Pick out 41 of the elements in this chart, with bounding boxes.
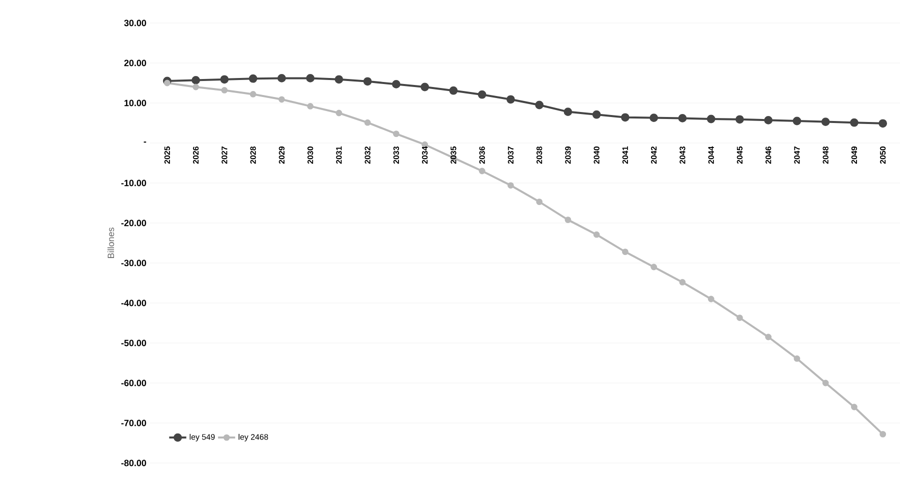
legend-label: ley 2468: [238, 434, 268, 442]
y-axis-title: Billones: [107, 228, 114, 258]
x-tick-label: 2041: [622, 146, 628, 164]
y-tick-label: -: [144, 142, 146, 143]
y-tick-label: -40.00: [121, 300, 146, 306]
x-tick-label: 2040: [594, 146, 600, 164]
x-tick-label: 2027: [222, 146, 228, 164]
x-tick-label: 2029: [278, 146, 285, 164]
y-tick-label: -80.00: [121, 460, 146, 466]
x-tick-label: 2030: [307, 146, 314, 164]
x-tick-label: 2038: [536, 146, 542, 164]
x-tick-label: 2037: [508, 146, 514, 164]
y-tick-label: -50.00: [121, 340, 146, 346]
y-tick-label: -20.00: [121, 220, 146, 226]
x-tick-label: 2043: [680, 146, 686, 164]
x-tick-label: 2031: [336, 146, 342, 164]
x-tick-label: 2028: [250, 146, 256, 164]
y-tick-label: 10.00: [124, 100, 146, 106]
x-tick-label: 2050: [880, 146, 886, 164]
y-tick-label: 20.00: [124, 60, 146, 66]
y-tick-label: -30.00: [121, 260, 146, 266]
x-tick-label: 2049: [851, 146, 858, 164]
x-tick-label: 2026: [192, 146, 199, 164]
x-tick-label: 2039: [565, 146, 571, 164]
legend-label: ley 549: [190, 434, 215, 442]
x-tick-label: 2033: [393, 146, 400, 164]
y-tick-label: -60.00: [121, 380, 146, 386]
x-tick-label: 2044: [708, 146, 714, 164]
y-tick-label: 30.00: [124, 20, 146, 26]
x-tick-label: 2034: [422, 146, 428, 164]
y-tick-label: -70.00: [121, 420, 146, 426]
x-tick-label: 2045: [736, 146, 743, 164]
x-tick-label: 2048: [822, 146, 828, 164]
x-tick-label: 2032: [364, 146, 370, 164]
x-tick-label: 2025: [164, 146, 170, 164]
x-tick-label: 2042: [650, 146, 657, 164]
x-tick-label: 2046: [766, 146, 772, 164]
y-tick-label: -10.00: [121, 180, 146, 186]
x-tick-label: 2036: [479, 146, 485, 164]
x-tick-label: 2035: [450, 146, 456, 164]
x-tick-label: 2047: [794, 146, 800, 164]
